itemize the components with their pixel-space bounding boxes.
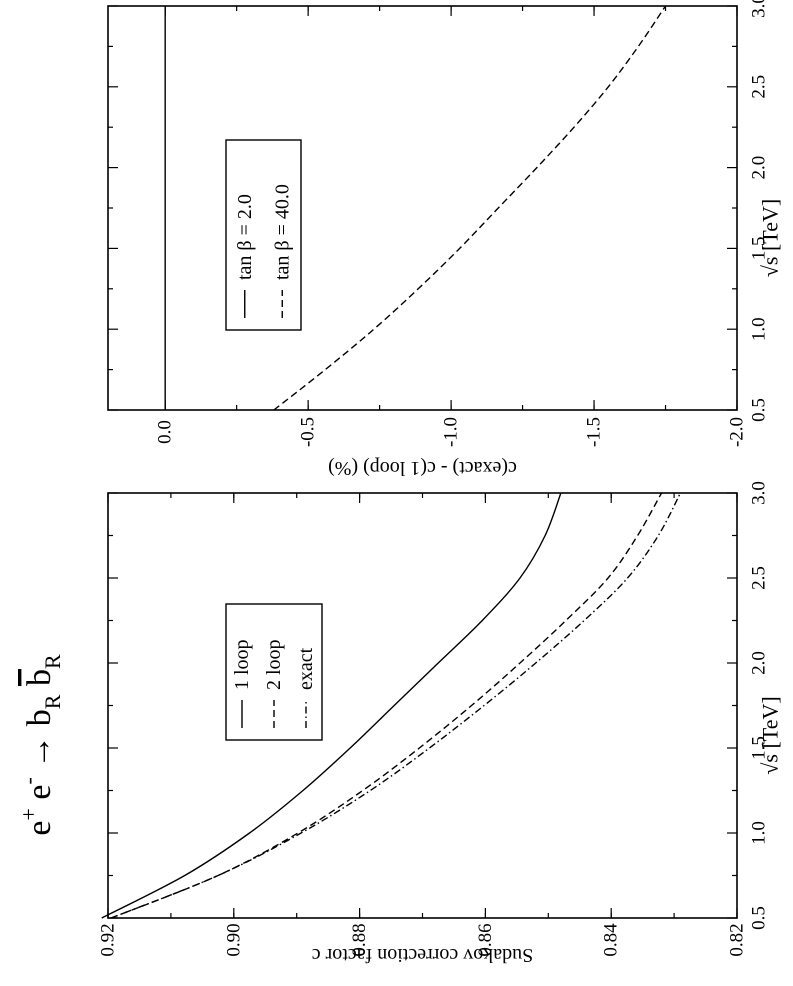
legend: tan β = 2.0 tan β = 40.0 [225, 139, 302, 331]
series-line-dashed [110, 492, 663, 919]
y-tick-label: -1.5 [584, 417, 605, 447]
y-tick-label: 0.86 [475, 923, 496, 956]
x-tick-label: 1.0 [749, 821, 770, 845]
y-tick-label: 0.90 [223, 923, 244, 956]
series-line-dashdot [110, 492, 682, 919]
legend-label: exact [295, 647, 317, 690]
y-axis-ticks: 0.82 0.84 0.86 0.88 0.90 0.92 [98, 493, 748, 957]
x-axis-ticks: 0.5 1.0 1.5 2.0 2.5 3.0 [108, 481, 770, 930]
y-tick-label: 0.0 [155, 420, 176, 444]
series-lines [101, 492, 682, 919]
y-tick-label: 0.88 [349, 923, 370, 956]
x-tick-label: 2.5 [749, 75, 770, 99]
x-tick-label: 1.0 [749, 317, 770, 341]
legend-label: 2 loop [263, 639, 285, 690]
y-axis-label: c(exact) - c(1 loop) (%) [328, 457, 517, 479]
y-tick-label: 0.82 [727, 923, 748, 956]
title-text: e+ e- → bR bR [16, 654, 65, 836]
series-line-dashed [273, 5, 667, 411]
y-tick-label: -2.0 [727, 417, 748, 447]
legend-label: tan β = 40.0 [271, 184, 293, 280]
y-tick-label: -1.0 [441, 417, 462, 447]
y-tick-label: 0.92 [98, 923, 119, 956]
x-tick-label: 2.0 [749, 651, 770, 675]
x-tick-label: 1.5 [749, 736, 770, 760]
b-bar: b [21, 669, 58, 686]
x-axis-label: √s [TeV] [758, 199, 783, 277]
series-lines [164, 5, 667, 411]
x-tick-label: 3.0 [749, 481, 770, 505]
legend: 1 loop 2 loop exact [225, 603, 323, 741]
y-tick-label: 0.84 [601, 923, 622, 957]
figure-title: e+ e- → bR bR [16, 654, 65, 836]
x-tick-label: 0.5 [749, 398, 770, 422]
x-tick-label: 0.5 [749, 906, 770, 930]
legend-label: 1 loop [231, 639, 253, 690]
x-axis-ticks: 0.5 1.0 1.5 2.0 2.5 3.0 [108, 0, 770, 422]
plot-frame [107, 492, 738, 919]
panel-difference: 0.5 1.0 1.5 2.0 2.5 3.0 0.0 -0.5 -1.0 -1.5 -2.0 √… [107, 0, 783, 479]
x-tick-label: 1.5 [749, 237, 770, 261]
x-tick-label: 3.0 [749, 0, 770, 18]
series-line-solid [101, 492, 562, 919]
y-axis-label: Sudakov correction factor c [312, 944, 534, 966]
x-tick-label: 2.0 [749, 156, 770, 180]
y-tick-label: -0.5 [298, 417, 319, 447]
plot-frame [107, 5, 738, 411]
legend-box [225, 139, 302, 331]
legend-label: tan β = 2.0 [234, 194, 256, 280]
x-tick-label: 2.5 [749, 566, 770, 590]
y-axis-ticks: 0.0 -0.5 -1.0 -1.5 -2.0 [155, 6, 748, 447]
panel-sudakov-factor: 0.51.01.52.02.53.0 0.820.840.860.880.900… [98, 481, 783, 966]
x-axis-label: √s [TeV] [758, 696, 783, 774]
